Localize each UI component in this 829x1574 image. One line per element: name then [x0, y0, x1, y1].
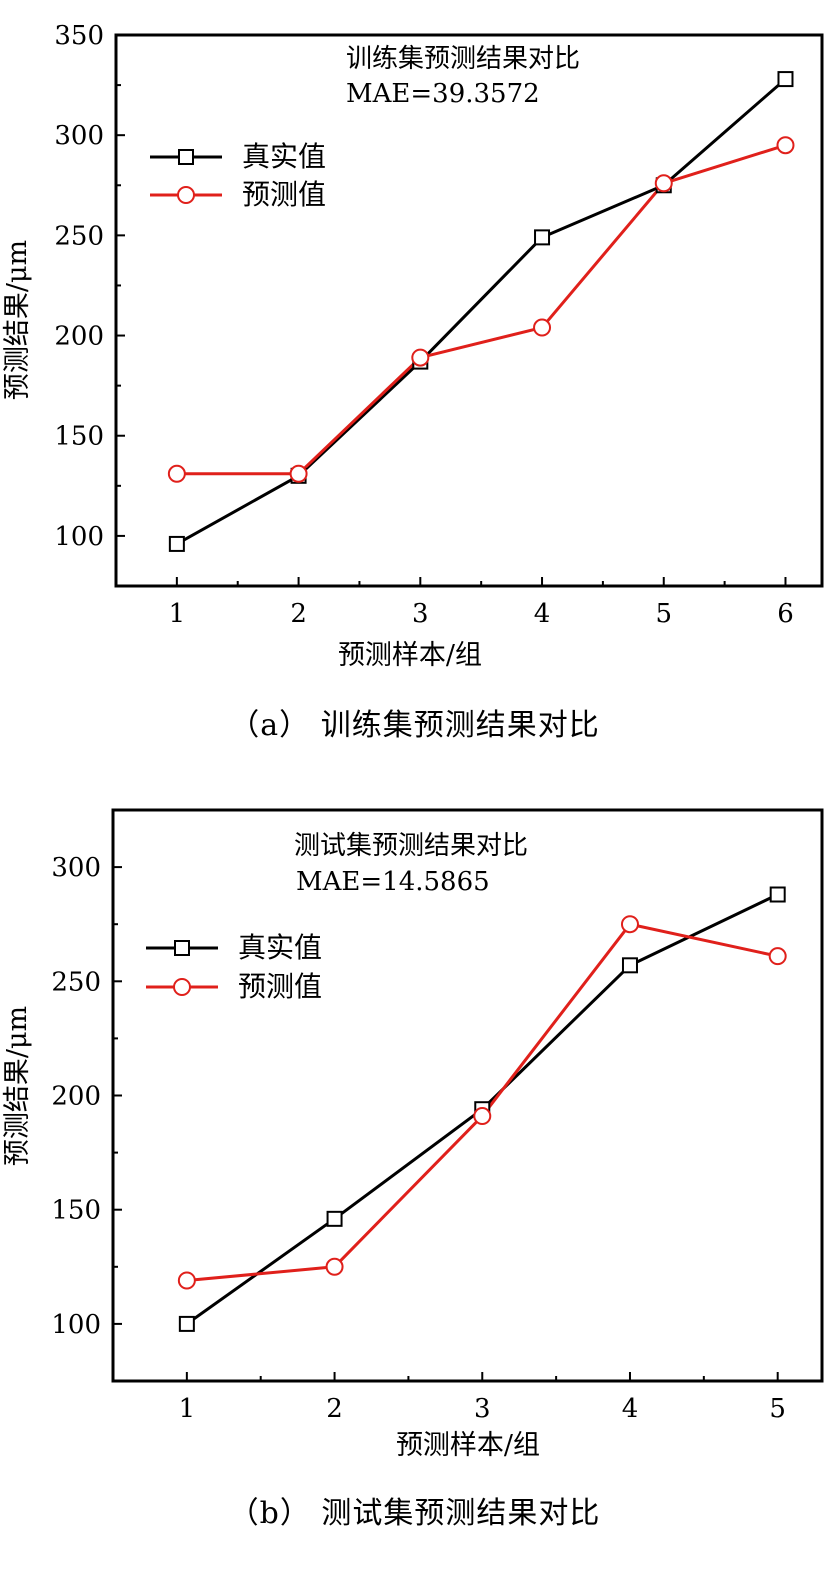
legend-a-marker-predicted — [177, 186, 195, 204]
chart-a-series-actual-line — [176, 77, 787, 546]
chart-b-point-actual — [178, 1315, 195, 1332]
chart-a-x-axis-label: 预测样本/组 — [338, 640, 482, 671]
y-tick-label: 200 — [51, 1082, 101, 1112]
chart-b-point-actual — [769, 886, 786, 903]
chart-b-point-predicted — [325, 1257, 344, 1276]
x-tick-label: 4 — [622, 1394, 639, 1424]
legend-a-label-actual: 真实值 — [242, 140, 326, 173]
chart-b-legend: 真实值 预测值 — [146, 931, 322, 1003]
y-tick-label: 200 — [54, 322, 104, 352]
chart-b-markers — [177, 886, 787, 1332]
chart-b-point-actual — [326, 1210, 343, 1227]
y-tick-label: 250 — [54, 221, 104, 251]
legend-a-label-predicted: 预测值 — [242, 178, 326, 211]
chart-a: 100 150 200 250 300 350 1 2 3 4 5 6 训练集预测结果对比 MAE=3… — [2, 21, 824, 671]
chart-a-point-predicted — [654, 174, 673, 193]
y-tick-label: 150 — [51, 1196, 101, 1226]
x-tick-label: 4 — [534, 599, 551, 629]
chart-b-ticks: 100 150 200 250 300 1 2 3 4 5 — [51, 853, 786, 1424]
legend-b-label-predicted: 预测值 — [238, 970, 322, 1003]
y-tick-label: 250 — [51, 967, 101, 997]
chart-a-title: 训练集预测结果对比 — [346, 44, 580, 74]
legend-b-label-actual: 真实值 — [238, 931, 322, 964]
caption-a: （a） 训练集预测结果对比 — [229, 708, 600, 743]
chart-b-point-predicted — [177, 1271, 196, 1290]
chart-a-plot-frame — [114, 33, 824, 588]
x-tick-label: 5 — [655, 599, 672, 629]
chart-a-y-axis-label: 预测结果/μm — [2, 240, 33, 400]
legend-a-marker-actual — [178, 149, 194, 165]
x-tick-label: 3 — [474, 1394, 491, 1424]
chart-a-series-predicted-line — [176, 143, 786, 476]
x-tick-label: 6 — [777, 599, 794, 629]
chart-a-subtitle: MAE=39.3572 — [346, 79, 540, 109]
chart-b-subtitle: MAE=14.5865 — [296, 867, 490, 897]
chart-a-point-actual — [534, 229, 551, 246]
y-tick-label: 150 — [54, 422, 104, 452]
chart-a-ticks: 100 150 200 250 300 350 1 2 3 4 5 6 — [54, 21, 793, 629]
x-tick-label: 3 — [412, 599, 429, 629]
chart-a-point-actual — [777, 71, 794, 88]
chart-b-plot-frame — [111, 808, 824, 1383]
chart-b-point-actual — [621, 957, 638, 974]
x-tick-label: 1 — [169, 599, 186, 629]
y-tick-label: 300 — [51, 853, 101, 883]
chart-a-lines — [176, 77, 787, 546]
y-tick-label: 100 — [51, 1310, 101, 1340]
y-tick-label: 350 — [54, 21, 104, 51]
chart-a-point-actual — [168, 535, 185, 552]
x-tick-label: 1 — [179, 1394, 196, 1424]
y-tick-label: 300 — [54, 121, 104, 151]
chart-b-point-predicted — [768, 947, 787, 966]
legend-b-marker-actual — [174, 940, 190, 956]
chart-a-point-predicted — [776, 136, 795, 155]
legend-b-marker-predicted — [173, 978, 191, 996]
x-tick-label: 2 — [326, 1394, 343, 1424]
y-tick-label: 100 — [54, 522, 104, 552]
chart-a-legend: 真实值 预测值 — [150, 140, 326, 211]
chart-b-y-axis-label: 预测结果/μm — [2, 1006, 33, 1166]
chart-a-markers — [167, 71, 795, 552]
chart-b-x-axis-label: 预测样本/组 — [396, 1430, 540, 1461]
x-tick-label: 2 — [290, 599, 307, 629]
chart-a-point-predicted — [289, 464, 308, 483]
chart-b: 100 150 200 250 300 1 2 3 4 5 测试集预测结果对比 MAE=14.58… — [2, 808, 824, 1461]
chart-a-point-predicted — [167, 464, 186, 483]
caption-b: （b） 测试集预测结果对比 — [228, 1496, 601, 1531]
chart-b-point-predicted — [620, 915, 639, 934]
chart-b-title: 测试集预测结果对比 — [294, 831, 528, 861]
chart-b-point-predicted — [473, 1107, 492, 1126]
chart-a-point-predicted — [533, 318, 552, 337]
x-tick-label: 5 — [769, 1394, 786, 1424]
chart-a-point-predicted — [411, 348, 430, 367]
